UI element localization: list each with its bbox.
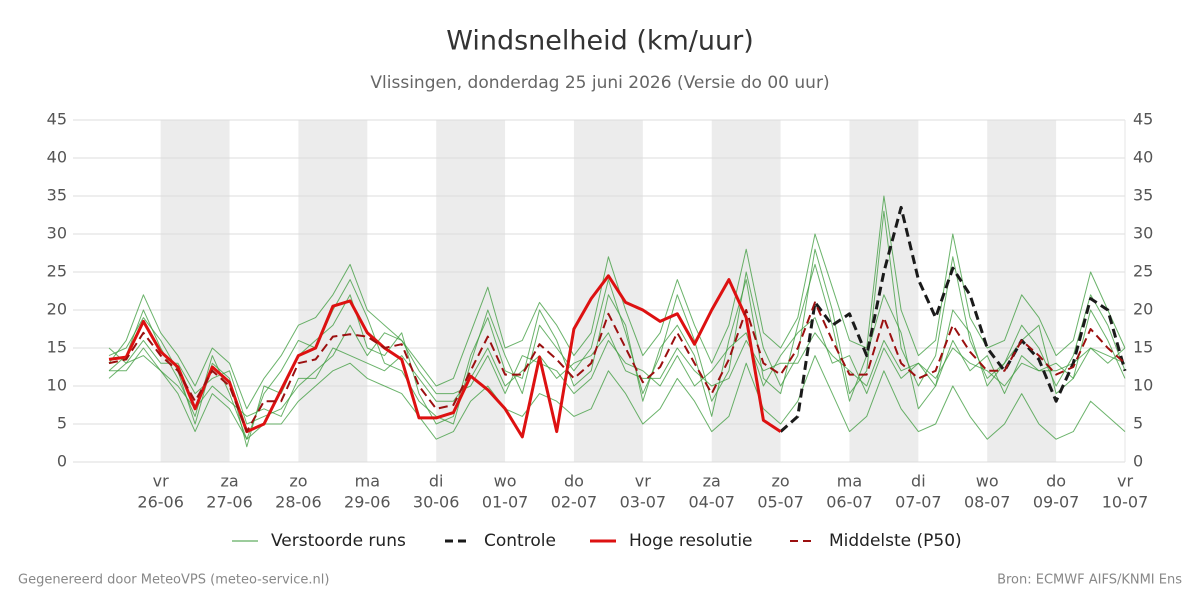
x-tick-weekday: za bbox=[220, 472, 238, 491]
x-tick-weekday: zo bbox=[771, 472, 789, 491]
day-band bbox=[298, 120, 368, 462]
day-band bbox=[436, 120, 506, 462]
y-tick-label: 5 bbox=[57, 414, 67, 433]
x-tick-weekday: do bbox=[564, 472, 584, 491]
x-tick-weekday: za bbox=[703, 472, 721, 491]
y2-tick-label: 20 bbox=[1133, 300, 1153, 319]
y-tick-label: 45 bbox=[47, 110, 67, 129]
y-tick-label: 10 bbox=[47, 376, 67, 395]
x-tick-weekday: di bbox=[911, 472, 926, 491]
y2-tick-label: 15 bbox=[1133, 338, 1153, 357]
x-tick-label: 02-07 bbox=[551, 493, 598, 512]
y2-tick-label: 10 bbox=[1133, 376, 1153, 395]
ensemble-line bbox=[108, 210, 1126, 440]
x-tick-label: 27-06 bbox=[206, 493, 253, 512]
x-tick-weekday: zo bbox=[289, 472, 307, 491]
x-tick-weekday: ma bbox=[355, 472, 380, 491]
x-tick-label: 30-06 bbox=[413, 493, 460, 512]
x-tick-weekday: di bbox=[429, 472, 444, 491]
y2-tick-label: 35 bbox=[1133, 186, 1153, 205]
x-tick-label: 26-06 bbox=[137, 493, 184, 512]
x-tick-weekday: do bbox=[1046, 472, 1066, 491]
x-tick-label: 07-07 bbox=[895, 493, 942, 512]
y-tick-label: 20 bbox=[47, 300, 67, 319]
ensemble-line bbox=[108, 355, 1126, 440]
day-band bbox=[849, 120, 919, 462]
legend-label: Controle bbox=[484, 531, 556, 551]
x-tick-weekday: wo bbox=[976, 472, 999, 491]
y-tick-label: 40 bbox=[47, 148, 67, 167]
y2-tick-label: 5 bbox=[1133, 414, 1143, 433]
day-band bbox=[160, 120, 230, 462]
y2-tick-label: 30 bbox=[1133, 224, 1153, 243]
series-line bbox=[108, 301, 1126, 433]
x-tick-label: 29-06 bbox=[344, 493, 391, 512]
series-line bbox=[779, 205, 1127, 433]
ensemble-line bbox=[108, 195, 1126, 410]
ensemble-line bbox=[109, 332, 1126, 417]
x-tick-label: 28-06 bbox=[275, 493, 322, 512]
x-tick-label: 10-07 bbox=[1102, 493, 1149, 512]
footer-right: Bron: ECMWF AIFS/KNMI Ens bbox=[997, 573, 1182, 588]
legend-label: Middelste (P50) bbox=[829, 531, 962, 551]
x-tick-label: 04-07 bbox=[688, 493, 735, 512]
x-tick-weekday: ma bbox=[837, 472, 862, 491]
y-tick-label: 30 bbox=[47, 224, 67, 243]
y2-tick-label: 45 bbox=[1133, 110, 1153, 129]
x-tick-label: 03-07 bbox=[620, 493, 667, 512]
series-line bbox=[108, 274, 782, 439]
x-tick-weekday: wo bbox=[494, 472, 517, 491]
x-tick-weekday: vr bbox=[153, 472, 169, 491]
chart-title: Windsnelheid (km/uur) bbox=[446, 26, 754, 57]
legend-label: Verstoorde runs bbox=[271, 531, 406, 551]
y2-tick-label: 0 bbox=[1133, 452, 1143, 471]
legend-label: Hoge resolutie bbox=[629, 531, 753, 551]
x-tick-label: 01-07 bbox=[482, 493, 529, 512]
chart-subtitle: Vlissingen, donderdag 25 juni 2026 (Vers… bbox=[370, 73, 829, 93]
y-tick-label: 25 bbox=[47, 262, 67, 281]
footer-left: Gegenereerd door MeteoVPS (meteo-service… bbox=[18, 573, 329, 588]
y2-tick-label: 40 bbox=[1133, 148, 1153, 167]
x-tick-label: 09-07 bbox=[1033, 493, 1080, 512]
y-tick-label: 15 bbox=[47, 338, 67, 357]
x-tick-label: 08-07 bbox=[964, 493, 1011, 512]
y-tick-label: 35 bbox=[47, 186, 67, 205]
day-band bbox=[573, 120, 643, 462]
y-tick-label: 0 bbox=[57, 452, 67, 471]
day-band bbox=[987, 120, 1057, 462]
x-tick-weekday: vr bbox=[635, 472, 651, 491]
y2-tick-label: 25 bbox=[1133, 262, 1153, 281]
x-tick-weekday: vr bbox=[1117, 472, 1133, 491]
x-tick-label: 06-07 bbox=[826, 493, 873, 512]
x-tick-label: 05-07 bbox=[757, 493, 804, 512]
